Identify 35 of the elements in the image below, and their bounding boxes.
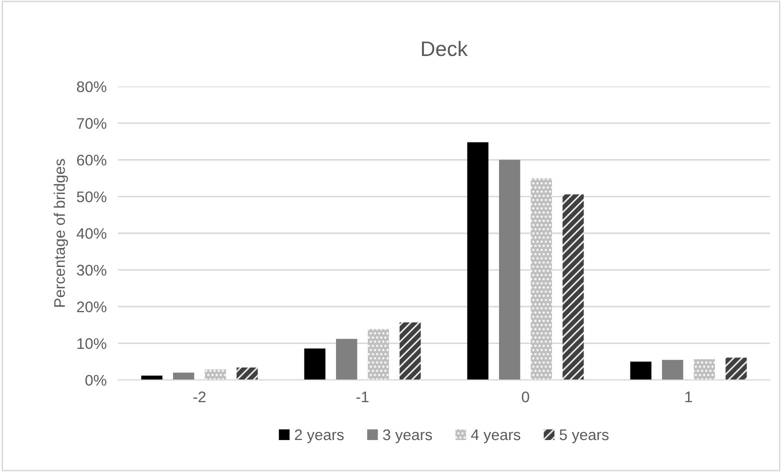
bar: [630, 362, 652, 380]
bar: [336, 338, 358, 380]
y-tick-label: 30%: [76, 264, 106, 276]
bar: [662, 360, 684, 380]
y-tick-label: 70%: [77, 118, 106, 129]
x-tick-label: 0: [522, 392, 530, 402]
y-tick-label: 60%: [77, 154, 106, 166]
legend-label: 3 years: [383, 429, 432, 444]
y-tick-label: 40%: [76, 228, 106, 239]
bar: [530, 178, 552, 380]
bar: [694, 359, 715, 380]
y-axis-title: Percentage of bridges: [54, 159, 68, 307]
y-tick-label: 0%: [85, 374, 106, 386]
y-tick-label: 50%: [76, 191, 106, 202]
bar: [304, 348, 326, 380]
bar: [467, 142, 488, 380]
bar: [499, 160, 520, 380]
x-tick-label: -1: [356, 392, 369, 402]
y-tick-label: 10%: [77, 338, 106, 349]
bar: [726, 358, 747, 380]
x-tick-label: -2: [193, 392, 206, 402]
y-tick-label: 20%: [77, 301, 106, 312]
bar: [562, 194, 584, 380]
bar: [368, 329, 389, 380]
bar: [204, 369, 226, 380]
bar: [400, 322, 421, 380]
bar: [236, 368, 258, 380]
bar: [173, 372, 194, 380]
y-tick-label: 80%: [76, 81, 106, 92]
legend-label: 5 years: [560, 430, 609, 444]
x-tick-label: 1: [685, 392, 692, 402]
legend-label: 2 years: [294, 429, 344, 444]
bar: [141, 376, 162, 380]
legend-label: 4 years: [471, 430, 520, 444]
chart-title: Deck: [422, 40, 468, 56]
